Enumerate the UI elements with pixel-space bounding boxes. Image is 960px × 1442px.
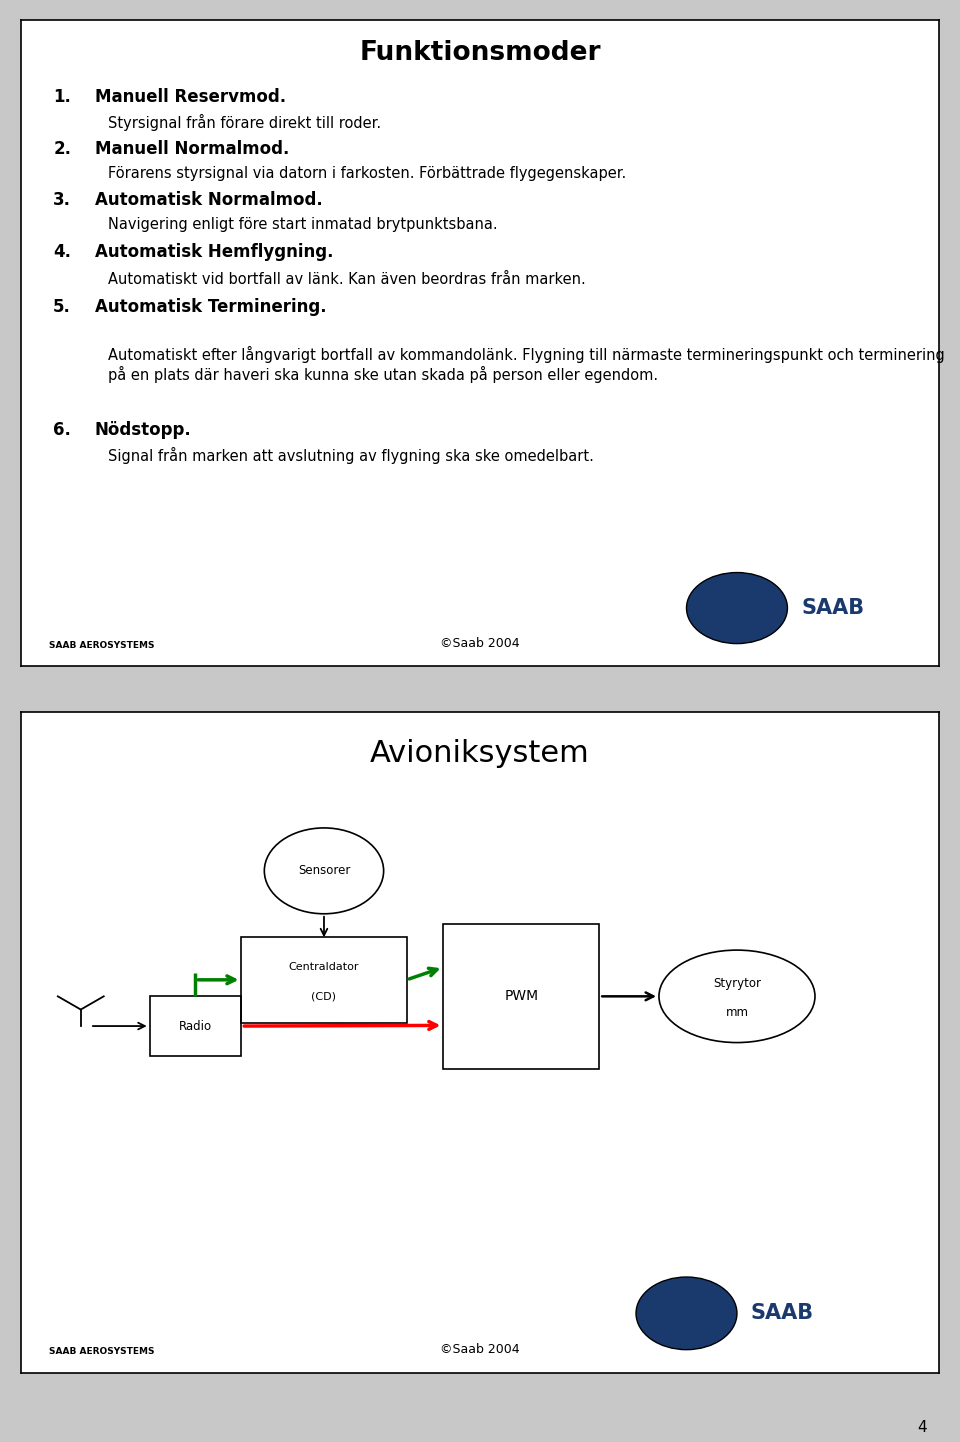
Circle shape bbox=[636, 1278, 737, 1350]
Text: 2.: 2. bbox=[53, 140, 71, 157]
Text: Automatisk Terminering.: Automatisk Terminering. bbox=[94, 298, 326, 316]
Text: (CD): (CD) bbox=[311, 991, 337, 1001]
Text: ©Saab 2004: ©Saab 2004 bbox=[441, 1344, 519, 1357]
Text: Sensorer: Sensorer bbox=[298, 864, 350, 877]
Text: SAAB: SAAB bbox=[802, 598, 864, 619]
Text: 3.: 3. bbox=[53, 192, 71, 209]
Text: 6.: 6. bbox=[53, 421, 71, 438]
Text: 5.: 5. bbox=[53, 298, 71, 316]
Text: Automatiskt vid bortfall av länk. Kan även beordras från marken.: Automatiskt vid bortfall av länk. Kan äv… bbox=[108, 273, 586, 287]
Text: 1.: 1. bbox=[53, 88, 71, 107]
Text: Manuell Reservmod.: Manuell Reservmod. bbox=[94, 88, 286, 107]
Bar bbox=[241, 937, 407, 1022]
Text: SAAB: SAAB bbox=[751, 1304, 814, 1324]
Text: Centraldator: Centraldator bbox=[289, 962, 359, 972]
Text: PWM: PWM bbox=[504, 989, 539, 1004]
Text: Förarens styrsignal via datorn i farkosten. Förbättrade flygegenskaper.: Förarens styrsignal via datorn i farkost… bbox=[108, 166, 627, 180]
Bar bbox=[150, 996, 241, 1056]
Bar bbox=[444, 924, 599, 1069]
Text: Manuell Normalmod.: Manuell Normalmod. bbox=[94, 140, 289, 157]
Text: Signal från marken att avslutning av flygning ska ske omedelbart.: Signal från marken att avslutning av fly… bbox=[108, 447, 594, 463]
Text: 4.: 4. bbox=[53, 244, 71, 261]
Circle shape bbox=[686, 572, 787, 643]
Text: Automatisk Hemflygning.: Automatisk Hemflygning. bbox=[94, 244, 333, 261]
Text: Styrytor: Styrytor bbox=[713, 976, 761, 989]
Text: Radio: Radio bbox=[179, 1019, 212, 1032]
Text: Funktionsmoder: Funktionsmoder bbox=[359, 39, 601, 65]
Text: Nödstopp.: Nödstopp. bbox=[94, 421, 191, 438]
Text: Navigering enligt före start inmatad brytpunktsbana.: Navigering enligt före start inmatad bry… bbox=[108, 218, 498, 232]
Text: SAAB AEROSYSTEMS: SAAB AEROSYSTEMS bbox=[49, 642, 155, 650]
Text: Automatisk Normalmod.: Automatisk Normalmod. bbox=[94, 192, 323, 209]
Text: Automatiskt efter långvarigt bortfall av kommandolänk. Flygning till närmaste te: Automatiskt efter långvarigt bortfall av… bbox=[108, 346, 945, 384]
Text: 4: 4 bbox=[917, 1420, 926, 1435]
Text: ©Saab 2004: ©Saab 2004 bbox=[441, 637, 519, 650]
Text: SAAB AEROSYSTEMS: SAAB AEROSYSTEMS bbox=[49, 1347, 155, 1357]
Text: Avioniksystem: Avioniksystem bbox=[371, 738, 589, 767]
Text: mm: mm bbox=[726, 1007, 749, 1019]
Text: Styrsignal från förare direkt till roder.: Styrsignal från förare direkt till roder… bbox=[108, 114, 381, 131]
